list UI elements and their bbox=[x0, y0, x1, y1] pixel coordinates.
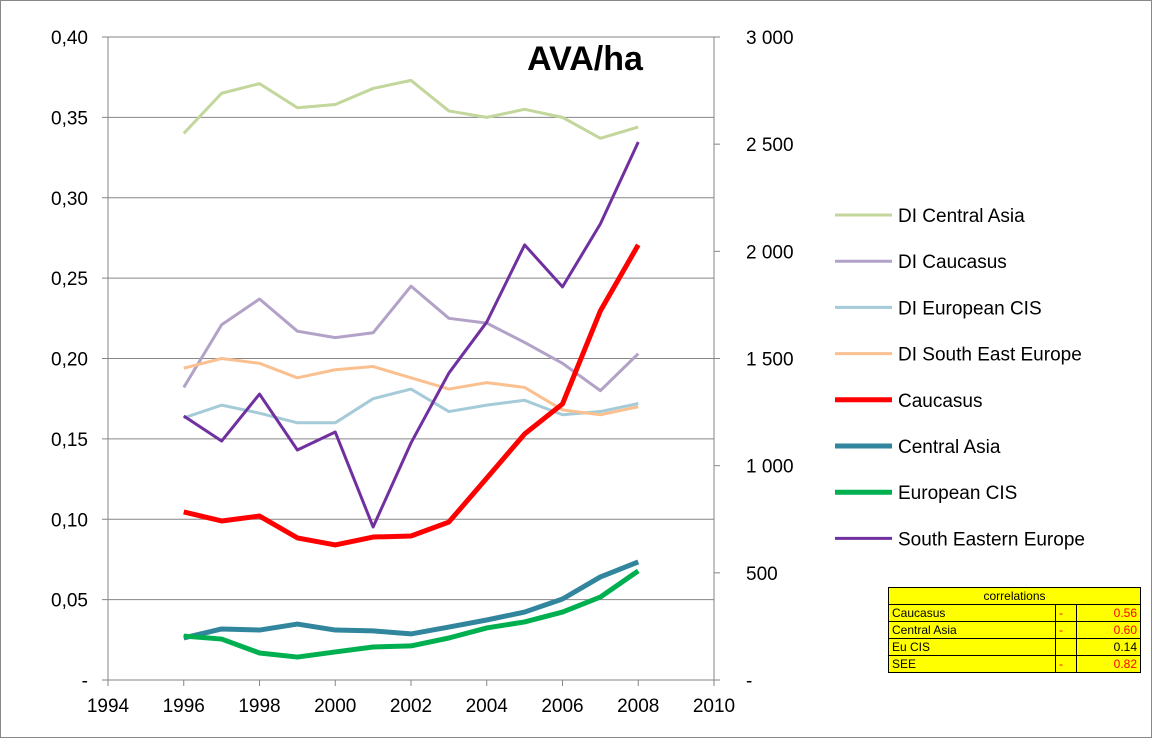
y-tick-label: 0,35 bbox=[51, 108, 88, 129]
y2-tick-label: 2 500 bbox=[746, 135, 794, 156]
series-line bbox=[183, 568, 640, 660]
x-tick-label: 1998 bbox=[238, 696, 280, 717]
table-cell: 0.56 bbox=[1076, 604, 1141, 622]
table-cell: - bbox=[1055, 621, 1077, 639]
series-line bbox=[183, 559, 640, 641]
table-cell: - bbox=[1055, 604, 1077, 622]
correlations-table: correlations Caucasus -0.56 Central Asia -0… bbox=[888, 587, 1141, 673]
table-cell: Eu CIS bbox=[888, 638, 1056, 656]
series-line bbox=[182, 141, 640, 529]
legend-label: DI European CIS bbox=[898, 298, 1042, 319]
x-tick-label: 2000 bbox=[314, 696, 356, 717]
x-tick-label: 2004 bbox=[466, 696, 509, 717]
chart-title: AVA/ha bbox=[527, 40, 644, 78]
x-tick-label: 1996 bbox=[163, 696, 205, 717]
y2-tick-label: 1 000 bbox=[746, 457, 794, 478]
y2-tick-label: 500 bbox=[746, 564, 778, 585]
y2-tick-label: 1 500 bbox=[746, 350, 794, 371]
x-tick-label: 2006 bbox=[541, 696, 583, 717]
y-tick-label: 0,15 bbox=[51, 430, 88, 451]
table-cell: Caucasus bbox=[888, 604, 1056, 622]
legend-label: DI Caucasus bbox=[898, 252, 1007, 273]
y-tick-label: 0,20 bbox=[51, 350, 88, 371]
table-row: Eu CIS 0.14 bbox=[888, 638, 1141, 656]
x-tick-label: 2010 bbox=[693, 696, 735, 717]
table-header: correlations bbox=[888, 587, 1141, 605]
x-tick-label: 2008 bbox=[617, 696, 659, 717]
y2-tick-label: 2 000 bbox=[746, 242, 794, 263]
table-cell: 0.60 bbox=[1076, 621, 1141, 639]
x-tick-label: 2002 bbox=[390, 696, 432, 717]
table-cell: Central Asia bbox=[888, 621, 1056, 639]
y-tick-label: 0,40 bbox=[51, 28, 88, 49]
y2-tick-label: - bbox=[746, 671, 752, 692]
y2-tick-label: 3 000 bbox=[746, 28, 794, 49]
y-tick-label: 0,25 bbox=[51, 269, 88, 290]
legend-label: European CIS bbox=[898, 483, 1017, 504]
y-tick-label: 0,05 bbox=[51, 591, 88, 612]
table-cell: 0.14 bbox=[1076, 638, 1141, 656]
table-cell: SEE bbox=[888, 655, 1056, 673]
table-cell: - bbox=[1055, 655, 1077, 673]
series-line bbox=[182, 78, 639, 140]
legend-label: Central Asia bbox=[898, 437, 1001, 458]
legend-label: South Eastern Europe bbox=[898, 529, 1085, 550]
y-tick-label: 0,10 bbox=[51, 510, 88, 531]
series-line bbox=[182, 284, 640, 393]
x-tick-label: 1994 bbox=[87, 696, 130, 717]
table-row: Caucasus -0.56 bbox=[888, 604, 1141, 622]
table-cell: 0.82 bbox=[1076, 655, 1141, 673]
table-row: SEE -0.82 bbox=[888, 655, 1141, 673]
table-title: correlations bbox=[888, 587, 1141, 605]
legend-label: DI South East Europe bbox=[898, 345, 1082, 366]
legend-label: DI Central Asia bbox=[898, 206, 1025, 227]
y-tick-label: - bbox=[82, 671, 88, 692]
series-line bbox=[183, 243, 641, 548]
series-line bbox=[183, 387, 639, 425]
table-cell bbox=[1055, 638, 1077, 656]
table-row: Central Asia -0.60 bbox=[888, 621, 1141, 639]
y-tick-label: 0,30 bbox=[51, 189, 88, 210]
legend-label: Caucasus bbox=[898, 391, 983, 412]
series-line bbox=[183, 357, 639, 417]
